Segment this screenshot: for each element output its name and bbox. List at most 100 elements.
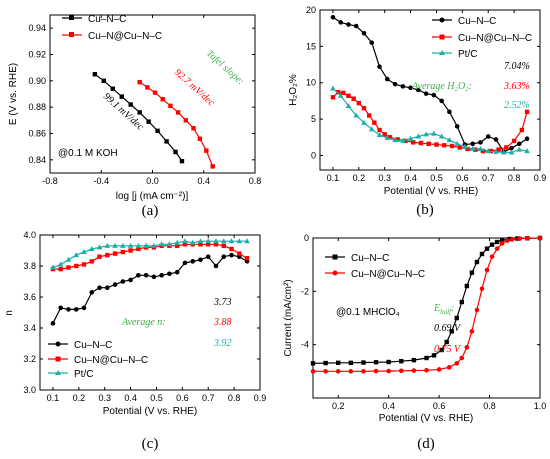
data-point [104, 285, 110, 291]
data-point [166, 241, 173, 247]
data-point [143, 273, 149, 278]
data-point [97, 254, 102, 259]
data-point [164, 139, 169, 144]
data-point [237, 251, 242, 256]
legend-marker-c-2 [55, 370, 61, 375]
data-point [494, 246, 500, 251]
data-point [323, 369, 328, 374]
data-point [353, 112, 360, 118]
data-point [50, 321, 56, 326]
x-tick-label: 0.1 [327, 173, 340, 183]
data-point [489, 242, 495, 247]
data-point [101, 78, 107, 84]
y-tick-label: 0 [311, 150, 316, 160]
data-point [509, 237, 515, 242]
data-point [182, 242, 188, 247]
data-point [229, 252, 234, 258]
data-point [135, 242, 142, 248]
data-point [418, 140, 424, 146]
x-tick-label: 0.8 [483, 401, 496, 411]
data-point [151, 242, 157, 248]
data-point [517, 236, 523, 241]
data-point [58, 266, 63, 272]
x-tick-label: 0.2 [332, 401, 345, 411]
data-point [449, 329, 454, 334]
data-point [411, 368, 417, 373]
data-point [174, 243, 180, 249]
data-point [424, 367, 429, 373]
data-point [182, 260, 188, 266]
legend-label-c-0: Cu–N–C [74, 340, 112, 351]
ehalf-sub: half [440, 308, 452, 316]
data-point [160, 97, 165, 102]
data-point [323, 360, 328, 366]
data-point [431, 353, 437, 358]
data-point [494, 239, 500, 245]
data-point [205, 254, 211, 259]
y-axis-label-a: E (V vs. RHE) [8, 63, 19, 125]
data-point [424, 355, 429, 361]
data-point [58, 305, 64, 311]
x-tick-label: 0.0 [146, 176, 159, 186]
data-point [190, 259, 196, 264]
data-point [499, 241, 505, 246]
data-point [182, 238, 188, 244]
data-point [244, 238, 250, 244]
data-point [511, 138, 517, 144]
data-point [66, 265, 71, 270]
x-tick-label: -0.8 [42, 176, 58, 186]
data-point [346, 22, 351, 27]
x-tick-label: 0.6 [176, 393, 189, 403]
y-tick-label: 3.0 [23, 385, 36, 395]
x-tick-label: 0.7 [202, 393, 215, 403]
legend-label-b-2: Pt/C [458, 49, 477, 60]
avg-title-b: Average H₂O₂: [411, 81, 472, 92]
data-point [236, 238, 243, 244]
y-tick-label: 0.88 [28, 102, 46, 112]
data-point [174, 269, 180, 275]
legend-label-b-1: Cu–N@Cu–N–C [458, 33, 532, 44]
data-point [197, 136, 203, 141]
data-point [128, 248, 133, 253]
ehalf-value-d-1: 0.75 V [434, 344, 462, 355]
data-point [330, 14, 336, 20]
data-point [484, 246, 490, 251]
x-tick-label: 0.8 [508, 173, 521, 183]
data-point [464, 283, 470, 289]
data-point [411, 357, 417, 363]
data-point [345, 103, 352, 108]
data-point [229, 246, 234, 252]
y-tick-label: 0.84 [28, 155, 46, 165]
data-point [338, 20, 344, 25]
legend-label-d-1: Cu–N@Cu–N–C [351, 269, 425, 280]
y-tick-label: 0 [304, 233, 309, 243]
data-point [337, 92, 344, 98]
chart-a: -0.8 -0.4 0.0 0.4 0.8 0.84 0.86 0.88 0.90 0.92 0.9… [8, 14, 261, 219]
data-point [384, 76, 390, 82]
legend-marker-a-0 [69, 15, 74, 20]
data-point [400, 84, 406, 89]
data-point [145, 85, 150, 90]
x-tick-label: 0.5 [430, 173, 443, 183]
data-point [348, 369, 354, 374]
legend-label-c-1: Cu–N@Cu–N–C [74, 355, 148, 366]
data-point [167, 271, 172, 277]
data-point [509, 145, 514, 151]
series-line-0 [312, 237, 541, 364]
data-point [525, 235, 530, 241]
data-point [496, 147, 501, 152]
data-point [74, 263, 79, 269]
panel-label-a: (a) [142, 203, 159, 219]
legend-label-d-0: Cu–N–C [351, 253, 389, 264]
y-axis-label-b: H₂O₂% [288, 74, 299, 106]
x-tick-label: 0.2 [353, 173, 366, 183]
data-point [386, 359, 391, 365]
avg-label-c-0: 3.73 [213, 297, 232, 308]
data-point [454, 124, 460, 129]
data-point [73, 307, 79, 312]
data-point [127, 242, 134, 248]
data-point [410, 140, 416, 145]
data-point [175, 110, 181, 115]
data-point [504, 238, 510, 243]
legend-marker-b-0 [439, 17, 445, 23]
